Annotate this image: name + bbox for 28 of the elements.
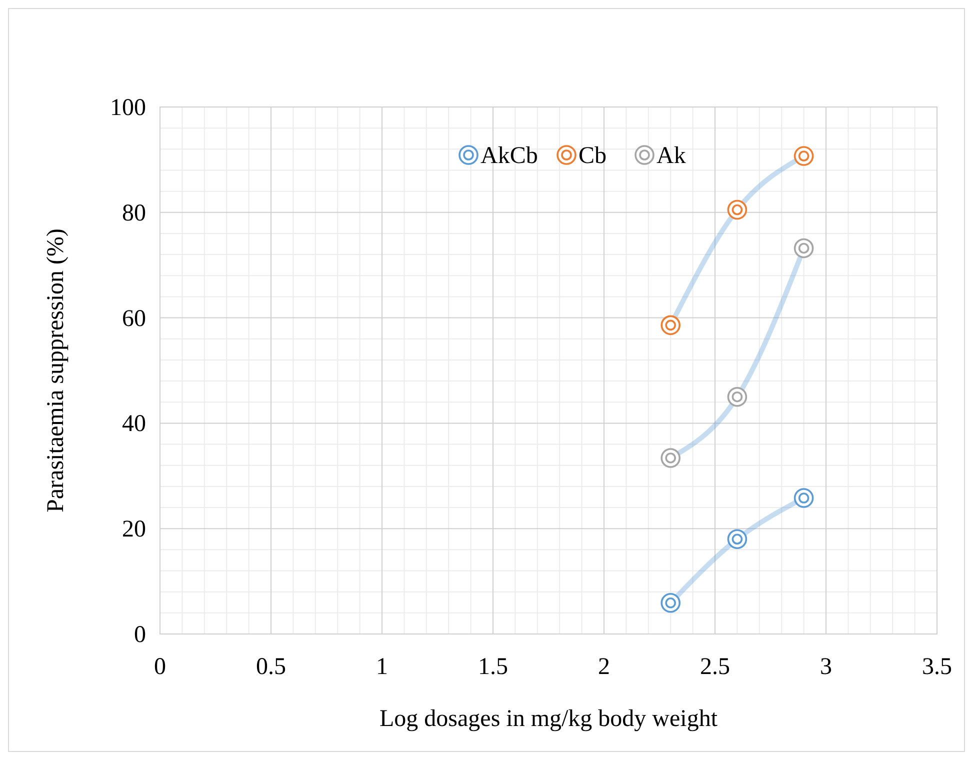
x-tick-label: 1: [376, 654, 388, 680]
x-tick-label: 2.5: [700, 654, 730, 680]
point: [727, 529, 748, 550]
x-tick-label: 1.5: [478, 654, 508, 680]
point: [794, 238, 814, 258]
y-tick-label: 60: [122, 306, 146, 332]
point: [660, 315, 680, 336]
y-tick-label: 40: [122, 411, 146, 438]
point: [794, 146, 814, 166]
legend-label: Ak: [656, 143, 686, 169]
x-axis-title: Log dosages in mg/kg body weight: [380, 706, 718, 732]
legend-label: AkCb: [480, 143, 538, 169]
point: [660, 593, 680, 613]
y-tick-label: 20: [122, 516, 146, 543]
x-tick-label: 0.5: [256, 654, 286, 680]
x-tick-label: 3: [820, 654, 832, 680]
point: [660, 448, 680, 468]
point: [727, 200, 748, 220]
x-tick-label: 3.5: [922, 654, 952, 680]
x-tick-label: 2: [598, 654, 610, 680]
y-tick-label: 0: [134, 622, 146, 648]
y-axis-title: Parasitaemia suppression (%): [43, 228, 69, 512]
point: [727, 386, 748, 407]
y-tick-label: 100: [110, 95, 146, 121]
y-tick-label: 80: [122, 200, 146, 226]
point: [794, 488, 814, 508]
legend-label: Cb: [578, 143, 607, 169]
x-tick-label: 0: [154, 654, 166, 680]
